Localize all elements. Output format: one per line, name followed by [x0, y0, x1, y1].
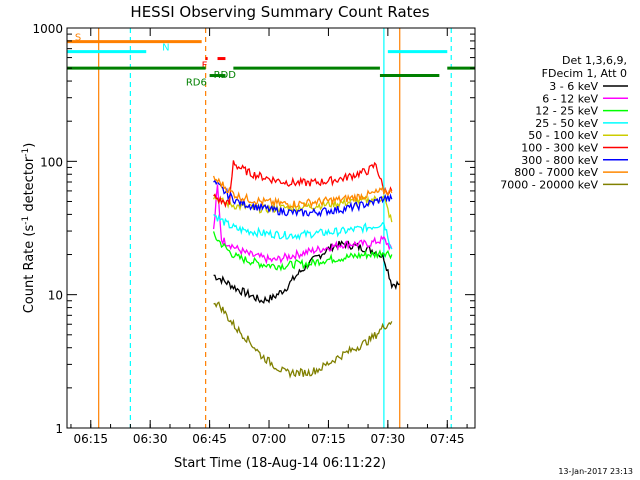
- state-bar-label-0: S: [75, 33, 81, 44]
- x-tick-label-5: 07:30: [371, 432, 406, 446]
- legend-label-0: 3 - 6 keV: [549, 80, 598, 93]
- x-tick-label-1: 06:30: [133, 432, 168, 446]
- y-tick-label-1: 10: [48, 289, 63, 303]
- legend-label-6: 300 - 800 keV: [521, 154, 598, 167]
- series-line-5: [213, 160, 393, 209]
- vertical-markers: [98, 28, 452, 428]
- series-lines: [212, 160, 400, 379]
- legend-label-1: 6 - 12 keV: [542, 92, 598, 105]
- plot-frame: [66, 27, 476, 429]
- series-line-3: [213, 213, 393, 250]
- x-tick-label-4: 07:15: [311, 432, 346, 446]
- state-bar-label-3: F: [202, 61, 208, 72]
- legend-label-3: 25 - 50 keV: [535, 117, 598, 130]
- axes: 06:15 06:30 06:45 07:00 07:15 07:30 07:45 1 10 10…: [32, 22, 475, 446]
- legend-label-7: 800 - 7000 keV: [514, 166, 598, 179]
- state-bar-label-8: RD6: [186, 78, 207, 89]
- y-tick-label-3: 1000: [32, 22, 63, 36]
- chart-title: HESSI Observing Summary Count Rates: [130, 3, 429, 21]
- x-tick-label-6: 07:45: [430, 432, 465, 446]
- y-axis-label: Count Rate (s-1 detector-1): [21, 143, 37, 314]
- legend-label-8: 7000 - 20000 keV: [500, 178, 598, 191]
- state-bar-label-1: N: [162, 43, 169, 54]
- legend-header-line-1: Det 1,3,6,9,: [562, 54, 627, 67]
- legend-header-line-2: FDecim 1, Att 0: [542, 67, 627, 80]
- y-axis-label-sup2: -1: [21, 148, 31, 157]
- x-tick-label-2: 06:45: [192, 432, 227, 446]
- x-tick-label-0: 06:15: [73, 432, 108, 446]
- state-bars: SNFRDDRD6: [67, 33, 475, 89]
- y-tick-label-0: 1: [55, 422, 63, 436]
- series-line-2: [212, 231, 393, 272]
- series-line-8: [213, 301, 393, 379]
- legend-label-2: 12 - 25 keV: [535, 105, 598, 118]
- legend: Det 1,3,6,9, FDecim 1, Att 0 3 - 6 keV6 …: [500, 54, 628, 191]
- x-tick-label-3: 07:00: [252, 432, 287, 446]
- series-line-6: [213, 179, 393, 218]
- y-axis-label-main: Count Rate (s: [22, 225, 37, 314]
- legend-label-5: 100 - 300 keV: [521, 142, 598, 155]
- footer-date: 13-Jan-2017 23:13: [558, 467, 633, 476]
- series-line-7: [212, 175, 393, 209]
- x-axis-label: Start Time (18-Aug-14 06:11:22): [174, 456, 386, 471]
- legend-label-4: 50 - 100 keV: [528, 129, 598, 142]
- series-line-1: [212, 184, 393, 265]
- y-axis-label-sup: -1: [21, 216, 31, 225]
- y-axis-label-tail: detector: [22, 156, 37, 216]
- y-axis-label-close: ): [22, 143, 37, 148]
- y-tick-label-2: 100: [40, 155, 63, 169]
